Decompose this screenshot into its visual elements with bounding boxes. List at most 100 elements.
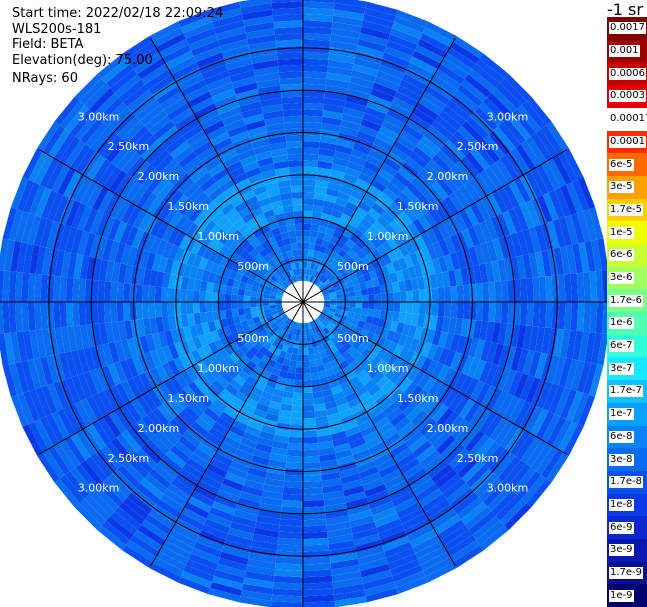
radar-cell (597, 238, 609, 271)
radar-cell (367, 383, 381, 397)
radar-cell (305, 268, 310, 276)
radar-cell (332, 364, 343, 374)
radar-cell (230, 195, 245, 208)
radar-cell (296, 268, 301, 276)
radar-cell (276, 306, 283, 311)
radar-cell (412, 440, 432, 458)
radar-cell (282, 205, 294, 213)
radar-cell (64, 226, 78, 253)
radar-cell (241, 9, 273, 21)
radar-cell (280, 192, 293, 201)
radar-cell (284, 317, 291, 325)
radar-cell (589, 207, 604, 240)
radar-cell (148, 74, 175, 95)
radar-cell (403, 381, 418, 397)
radar-cell (486, 240, 498, 262)
radar-cell (303, 411, 316, 419)
radar-cell (197, 479, 220, 496)
radar-cell (397, 360, 410, 375)
radar-cell (178, 409, 196, 427)
radar-cell (203, 468, 225, 484)
radar-cell (225, 259, 236, 271)
radar-cell (131, 228, 145, 249)
radar-cell (103, 302, 112, 323)
radar-cell (363, 272, 372, 282)
radar-cell (455, 160, 475, 182)
radar-cell (358, 466, 379, 480)
radar-cell (563, 148, 584, 180)
radar-cell (280, 274, 287, 282)
radar-cell (209, 457, 230, 473)
radar-cell (54, 250, 65, 277)
radar-cell (130, 47, 159, 69)
radar-cell (460, 267, 470, 286)
radar-cell (474, 244, 486, 265)
radar-cell (480, 340, 492, 362)
radar-cell (218, 310, 227, 320)
radar-cell (453, 452, 475, 474)
radar-cell (502, 117, 526, 144)
radar-cell (336, 455, 355, 466)
radar-cell (97, 390, 115, 415)
radar-cell (325, 324, 333, 332)
radar-cell (234, 201, 248, 213)
radar-cell (174, 440, 194, 458)
radar-cell (407, 523, 435, 542)
radar-cell (210, 582, 242, 597)
radar-cell (472, 516, 500, 541)
radar-cell (502, 210, 517, 235)
radar-cell (453, 130, 475, 152)
radar-cell (303, 115, 323, 123)
radar-cell (169, 445, 190, 464)
radar-cell (237, 148, 256, 161)
radar-cell (457, 84, 483, 107)
radar-cell (274, 428, 290, 437)
radar-cell (111, 261, 121, 283)
radar-cell (442, 218, 456, 237)
radar-cell (40, 302, 49, 330)
radar-cell (363, 322, 372, 332)
radar-cell (321, 276, 329, 284)
radar-cell (262, 110, 284, 120)
radar-cell (185, 222, 199, 238)
radar-cell (29, 184, 46, 215)
radar-cell (303, 96, 325, 104)
radar-cell (474, 437, 495, 461)
radar-cell (182, 431, 201, 448)
radar-cell (368, 302, 375, 310)
radar-cell (329, 291, 337, 297)
radar-cell (363, 160, 381, 174)
radar-cell (393, 196, 409, 212)
radar-cell (420, 357, 433, 373)
colorbar-tick-label: 1e-6 (609, 317, 634, 330)
radar-cell (240, 590, 273, 602)
radar-cell (399, 291, 407, 302)
radar-cell (276, 544, 303, 552)
radar-cell (416, 140, 437, 159)
radar-cell (307, 347, 314, 355)
radar-cell (422, 376, 437, 393)
radar-cell (147, 196, 163, 216)
radar-cell (352, 365, 364, 376)
radar-cell (108, 240, 120, 262)
radar-cell (155, 551, 186, 571)
radar-cell (203, 182, 220, 197)
radar-cell (51, 411, 70, 440)
radar-cell (75, 463, 99, 491)
radar-cell (406, 182, 423, 199)
radar-cell (461, 501, 488, 525)
radar-cell (325, 515, 350, 526)
radar-cell (287, 443, 303, 451)
radar-cell (64, 140, 86, 168)
radar-cell (70, 109, 94, 137)
radar-cell (168, 244, 180, 261)
radar-cell (294, 217, 303, 225)
range-ring-label: 2.00km (427, 422, 469, 435)
radar-cell (541, 327, 552, 354)
radar-cell (406, 405, 423, 422)
radar-cell (384, 224, 398, 238)
range-ring-label: 500m (337, 260, 369, 273)
radar-cell (323, 306, 330, 311)
radar-cell (264, 478, 285, 488)
radar-cell (315, 415, 329, 425)
